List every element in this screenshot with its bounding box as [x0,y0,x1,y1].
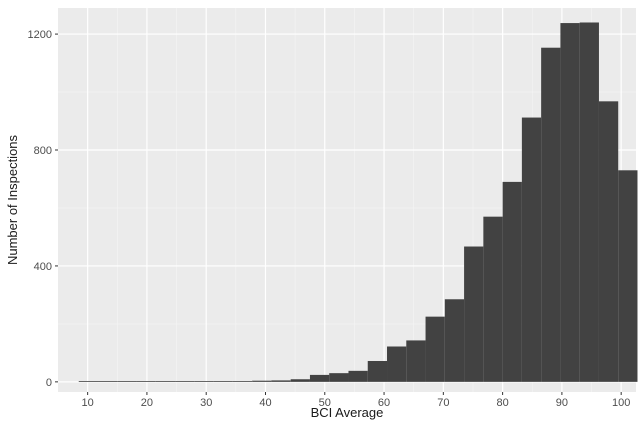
histogram-bar [579,22,599,382]
x-tick-label: 40 [259,397,271,409]
histogram-bar [425,316,445,382]
histogram-bar [290,379,310,382]
histogram-bar [271,380,291,382]
y-tick-label: 800 [34,145,52,157]
histogram-bar [598,101,619,382]
histogram-bar [618,170,638,382]
y-tick-label: 1200 [28,29,52,41]
histogram-bar [502,181,522,382]
histogram-bar [444,299,465,382]
histogram-bar [136,381,156,382]
histogram-bar [232,381,253,382]
histogram-bar [367,360,388,382]
histogram-bar [98,381,118,382]
x-tick-label: 70 [437,397,449,409]
histogram-bar [194,381,214,382]
y-axis-title: Number of Inspections [5,134,20,265]
y-tick-label: 400 [34,261,52,273]
x-tick-label: 80 [496,397,508,409]
histogram-bar [252,380,272,382]
y-axis: 0 400 800 1200 [28,29,58,389]
histogram-bars [78,22,638,382]
x-tick-label: 100 [612,397,630,409]
y-tick-label: 0 [46,377,52,389]
histogram-bar [406,340,426,382]
x-tick-label: 90 [556,397,568,409]
histogram-bar [78,381,99,382]
histogram-bar [560,23,580,382]
histogram-bar [483,216,503,382]
x-axis-title: BCI Average [311,405,384,420]
x-tick-label: 60 [378,397,390,409]
histogram-bar [329,373,349,382]
histogram-bar [309,374,330,382]
histogram-bar [175,381,195,382]
histogram-bar [521,117,542,382]
histogram-bar [541,47,561,382]
x-tick-label: 20 [141,397,153,409]
histogram-bar [117,381,137,382]
x-tick-label: 10 [82,397,94,409]
histogram-bar [464,246,484,382]
x-axis: 10 20 30 40 50 60 70 80 90 100 [82,392,630,409]
x-tick-label: 30 [200,397,212,409]
histogram-bar [213,381,233,382]
x-tick-label: 50 [319,397,331,409]
histogram-bar [155,381,176,382]
histogram-bar [387,346,407,382]
histogram-bar [348,370,368,382]
